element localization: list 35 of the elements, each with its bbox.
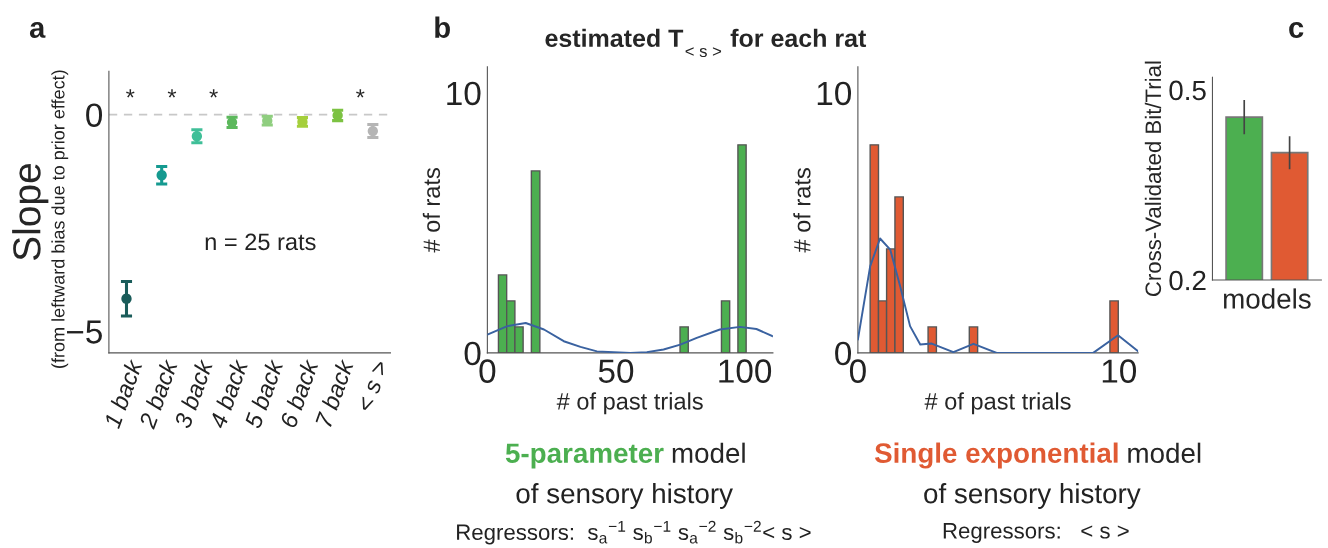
text: of sensory history bbox=[924, 482, 1141, 509]
text: Regressors: s$_{a}$$^{−1}$ s$_{b}$$^{−1}$ s$_{a}$$^{−2}$ s$_{b}$$^{−2}$< s > bbox=[457, 520, 811, 545]
point bbox=[121, 293, 132, 304]
x-tick-label: < s > bbox=[358, 360, 389, 413]
point bbox=[156, 170, 167, 181]
annotation: * bbox=[126, 89, 135, 98]
y-axis-title: Slope bbox=[12, 164, 49, 261]
text: Single exponential bbox=[874, 442, 1118, 469]
annotation: * bbox=[356, 89, 365, 98]
x-axis-title: # of past trials bbox=[924, 392, 1071, 415]
text: Regressors: < s > bbox=[943, 523, 1129, 544]
text: b bbox=[435, 16, 450, 38]
x-tick-label: 100 bbox=[719, 359, 772, 383]
y-axis-title: # of rats bbox=[793, 168, 811, 253]
y-tick-label: −5 bbox=[66, 320, 102, 344]
text: c bbox=[1289, 21, 1304, 38]
annotation: * bbox=[167, 89, 177, 98]
chart-title: estimated T< s > for each rat bbox=[545, 28, 867, 58]
x-axis-title: models bbox=[1223, 288, 1311, 309]
y-axis-title: Cross-Validated Bit/Trial bbox=[1144, 61, 1162, 297]
text: model bbox=[1128, 442, 1201, 464]
annotation: * bbox=[209, 89, 218, 98]
annotation: n = 25 rats bbox=[205, 233, 316, 251]
text: 5-parameter bbox=[505, 443, 664, 469]
x-tick-label: 10 bbox=[1102, 359, 1137, 383]
text: a bbox=[29, 21, 46, 38]
x-axis-title: # of past trials bbox=[556, 392, 703, 415]
y-tick-label: 0.5 bbox=[1169, 80, 1206, 101]
x-tick-label: 0 bbox=[479, 359, 496, 383]
x-tick-label: 50 bbox=[598, 359, 634, 383]
text: of sensory history bbox=[516, 482, 733, 509]
text: model bbox=[672, 442, 745, 464]
text: (from leftward bias due to prior effect) bbox=[51, 70, 69, 368]
y-axis-title: # of rats bbox=[422, 168, 441, 253]
y-tick-label: 0.2 bbox=[1169, 270, 1206, 291]
